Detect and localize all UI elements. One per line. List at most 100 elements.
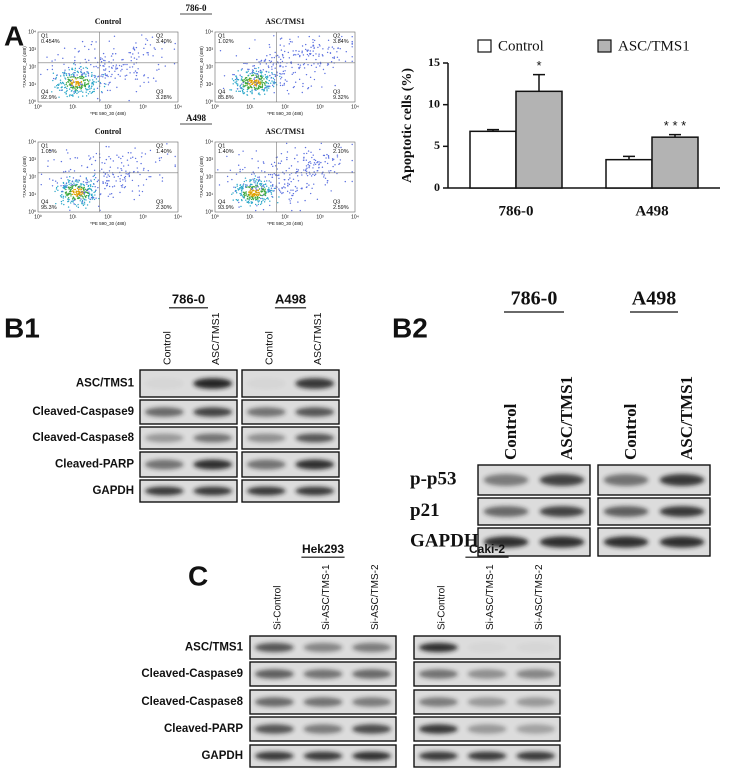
event-dot: [83, 83, 86, 85]
event-dot: [262, 75, 264, 77]
y-axis-label: *7AAD 692_40 (488): [199, 46, 204, 88]
event-dot: [288, 93, 290, 95]
event-dot: [250, 183, 252, 185]
event-dot: [137, 68, 139, 70]
event-dot: [260, 184, 262, 187]
event-dot: [173, 63, 176, 65]
event-dot: [66, 89, 68, 92]
event-dot: [273, 92, 275, 94]
event-dot: [253, 98, 255, 100]
event-dot: [315, 66, 317, 69]
event-dot: [121, 68, 123, 71]
event-dot: [68, 79, 70, 81]
band: [468, 643, 507, 652]
event-dot: [265, 63, 268, 65]
event-dot: [134, 78, 137, 80]
event-dot: [121, 184, 124, 186]
event-dot: [264, 82, 266, 84]
event-dot: [283, 84, 285, 86]
event-dot: [307, 150, 310, 152]
event-dot: [142, 169, 145, 171]
event-dot: [338, 163, 340, 166]
event-dot: [75, 205, 78, 207]
event-dot: [89, 90, 91, 93]
event-dot: [235, 192, 238, 194]
event-dot: [144, 43, 147, 46]
plot-frame: [214, 31, 356, 103]
event-dot: [119, 178, 121, 180]
band: [418, 697, 458, 707]
event-dot: [333, 56, 336, 58]
event-dot: [73, 72, 75, 74]
event-dot: [126, 63, 128, 66]
event-dot: [61, 81, 64, 84]
y-axis-label: *7AAD 692_40 (488): [22, 46, 27, 88]
event-dot: [244, 177, 247, 179]
event-dot: [271, 189, 273, 192]
event-dot: [270, 82, 272, 84]
event-dot: [77, 203, 79, 206]
event-dot: [155, 80, 157, 82]
event-dot: [292, 50, 294, 52]
event-dot: [47, 165, 49, 168]
event-dot: [76, 70, 79, 73]
event-dot: [319, 148, 321, 151]
band: [144, 433, 184, 443]
event-dot: [258, 92, 260, 94]
quadrant-name: Q2: [333, 143, 340, 149]
event-dot: [113, 176, 116, 178]
event-dot: [280, 152, 283, 155]
event-dot: [104, 73, 106, 75]
event-dot: [55, 76, 57, 79]
event-dot: [258, 193, 260, 195]
event-dot: [73, 182, 75, 184]
event-dot: [70, 182, 72, 185]
event-dot: [85, 95, 88, 97]
event-dot: [336, 56, 339, 58]
event-dot: [104, 182, 107, 184]
event-dot: [108, 146, 110, 148]
event-dot: [95, 41, 97, 43]
event-dot: [288, 57, 291, 59]
event-dot: [70, 187, 72, 189]
event-dot: [254, 76, 256, 79]
band: [303, 642, 343, 653]
event-dot: [93, 88, 95, 90]
event-dot: [253, 181, 255, 183]
event-dot: [90, 92, 92, 94]
event-dot: [141, 34, 143, 36]
event-dot: [241, 68, 243, 70]
band: [295, 407, 335, 417]
event-dot: [85, 177, 88, 179]
event-dot: [269, 53, 271, 56]
event-dot: [318, 35, 321, 37]
event-dot: [105, 158, 108, 161]
event-dot: [244, 81, 247, 84]
event-dot: [120, 162, 123, 164]
event-dot: [315, 58, 317, 61]
event-dot: [51, 185, 54, 187]
event-dot: [260, 197, 262, 200]
event-dot: [251, 194, 254, 196]
event-dot: [92, 175, 94, 178]
event-dot: [255, 194, 258, 196]
event-dot: [288, 183, 291, 186]
event-dot: [116, 86, 118, 89]
event-dot: [242, 196, 245, 199]
event-dot: [310, 175, 313, 177]
event-dot: [249, 84, 251, 86]
event-dot: [87, 192, 90, 195]
event-dot: [257, 73, 259, 76]
event-dot: [245, 194, 248, 196]
event-dot: [237, 79, 240, 81]
event-dot: [265, 82, 268, 84]
event-dot: [320, 142, 323, 145]
event-dot: [83, 72, 85, 74]
event-dot: [86, 179, 88, 181]
event-dot: [68, 95, 71, 97]
event-dot: [66, 186, 68, 188]
event-dot: [292, 178, 295, 181]
event-dot: [80, 193, 83, 196]
event-dot: [77, 206, 80, 209]
event-dot: [100, 57, 102, 59]
